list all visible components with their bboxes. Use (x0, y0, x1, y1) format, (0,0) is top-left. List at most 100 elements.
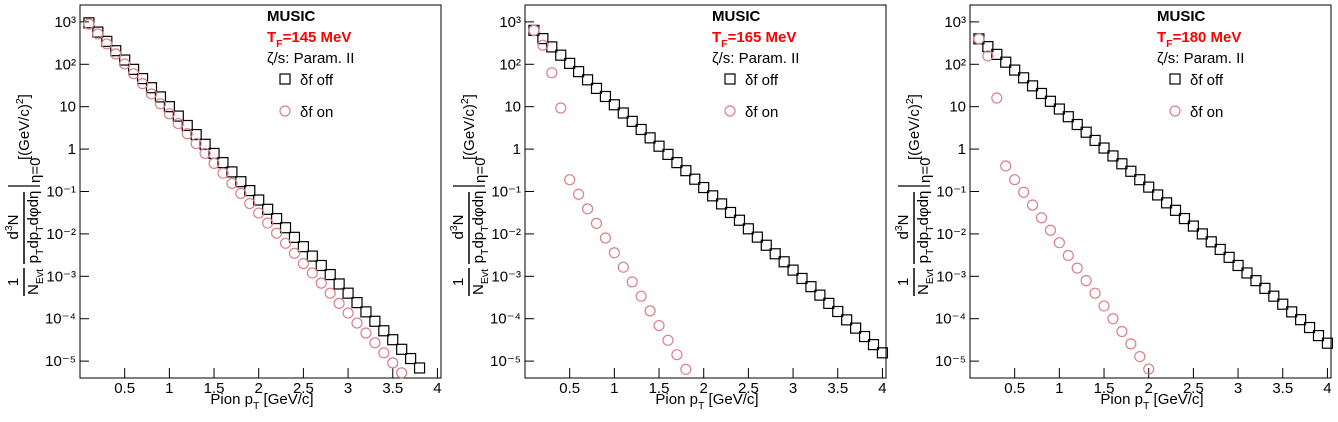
data-point (208, 157, 220, 169)
model-title: MUSIC (712, 8, 761, 25)
data-point (83, 18, 95, 30)
y-label-den2-part: T (924, 248, 936, 255)
data-point (528, 24, 540, 36)
data-point (1089, 134, 1101, 147)
data-point (1071, 118, 1083, 131)
data-point (101, 35, 113, 47)
temperature-label: TF=165 MeV (712, 29, 796, 50)
data-point (369, 337, 381, 349)
y-tick-label: 10² (499, 56, 521, 73)
data-point (190, 137, 202, 150)
data-point (796, 272, 808, 285)
data-point (832, 305, 844, 318)
data-point (644, 305, 656, 317)
y-label-num1-part: 1 (895, 278, 912, 286)
data-point (333, 297, 345, 309)
data-point (1009, 64, 1021, 76)
data-point (413, 362, 426, 374)
y-tick-label: 1 (513, 141, 521, 158)
data-point (1035, 212, 1048, 224)
data-point (599, 90, 612, 103)
y-label-num2-part: 3 (448, 225, 460, 231)
x-tick-label: 0.5 (1004, 380, 1025, 397)
legend-marker (1169, 105, 1181, 117)
y-label-unit-part: 2 (459, 98, 471, 104)
y-tick-label: 10⁻⁵ (45, 353, 76, 370)
data-point (1312, 329, 1325, 342)
y-tick-label: 10⁻⁴ (490, 311, 521, 328)
data-point (1169, 204, 1182, 216)
data-point (378, 325, 390, 337)
y-label-unit-part: ] (16, 94, 33, 98)
data-point (823, 297, 835, 309)
data-point (1044, 95, 1057, 107)
data-point (653, 319, 665, 332)
data-point (315, 259, 327, 272)
data-point (378, 347, 390, 359)
data-point (1134, 174, 1146, 186)
data-point (1026, 80, 1039, 92)
data-point (360, 306, 372, 318)
y-label-num2-part: N (895, 214, 912, 225)
data-point (128, 63, 140, 75)
data-point (635, 123, 647, 136)
y-tick-label: 10⁻² (491, 226, 521, 243)
data-point (1062, 111, 1074, 123)
data-point (1196, 228, 1208, 240)
x-tick-label: 1 (1055, 380, 1063, 397)
x-tick-label: 3 (789, 380, 797, 397)
y-label-den2-part: T (34, 225, 46, 232)
data-point (396, 367, 408, 379)
data-point (626, 115, 638, 127)
legend-label: δf on (300, 104, 333, 121)
data-point (733, 214, 746, 226)
data-point (1205, 236, 1217, 248)
data-point (360, 327, 372, 339)
data-point (1018, 186, 1030, 198)
y-label-unit-part: ] (461, 94, 478, 98)
y-label-den2-part: T (479, 225, 491, 232)
data-point (1160, 197, 1173, 209)
x-tick-label: 1 (165, 380, 173, 397)
data-point (787, 264, 799, 276)
y-label-den2: pTdpTdφdη (470, 191, 491, 264)
y-label-den2-part: T (34, 248, 46, 255)
data-point (1259, 282, 1271, 294)
data-point (564, 174, 576, 186)
x-tick-label: 2 (700, 380, 708, 397)
model-title: MUSIC (1157, 8, 1206, 25)
legend-marker (724, 105, 736, 117)
y-label-num2: d3N (893, 214, 912, 239)
data-point (119, 58, 131, 70)
y-label-num2-part: 3 (3, 225, 15, 231)
data-point (279, 237, 292, 249)
x-axis-label-part: [GeV/c] (259, 391, 313, 408)
data-point (1232, 259, 1244, 272)
y-tick-label: 10 (59, 99, 76, 116)
data-point (1116, 325, 1128, 338)
data-point (217, 167, 229, 179)
viscosity-label: ζ/s: Param. II (267, 50, 354, 67)
y-tick-label: 1 (958, 141, 966, 158)
x-tick-label: 2.5 (1183, 380, 1204, 397)
data-point (1053, 237, 1065, 249)
data-point (1000, 56, 1012, 68)
temperature-label-part: F (276, 38, 283, 50)
data-point (1286, 306, 1298, 318)
data-point (226, 166, 238, 178)
data-point (324, 268, 336, 281)
data-point (751, 231, 763, 243)
data-point (769, 248, 781, 260)
data-point (1009, 174, 1021, 186)
data-point (1035, 87, 1048, 100)
y-label-den2-part: dp (915, 232, 932, 249)
data-point (662, 334, 674, 346)
x-axis-label-part: T (253, 400, 260, 412)
temperature-label-part: =165 MeV (728, 29, 797, 46)
legend-label: δf off (745, 72, 779, 89)
y-label-den2-part: p (25, 255, 42, 263)
y-tick-label: 10⁻² (936, 226, 966, 243)
y-label-num2-part: N (450, 214, 467, 225)
data-point (1125, 338, 1137, 350)
